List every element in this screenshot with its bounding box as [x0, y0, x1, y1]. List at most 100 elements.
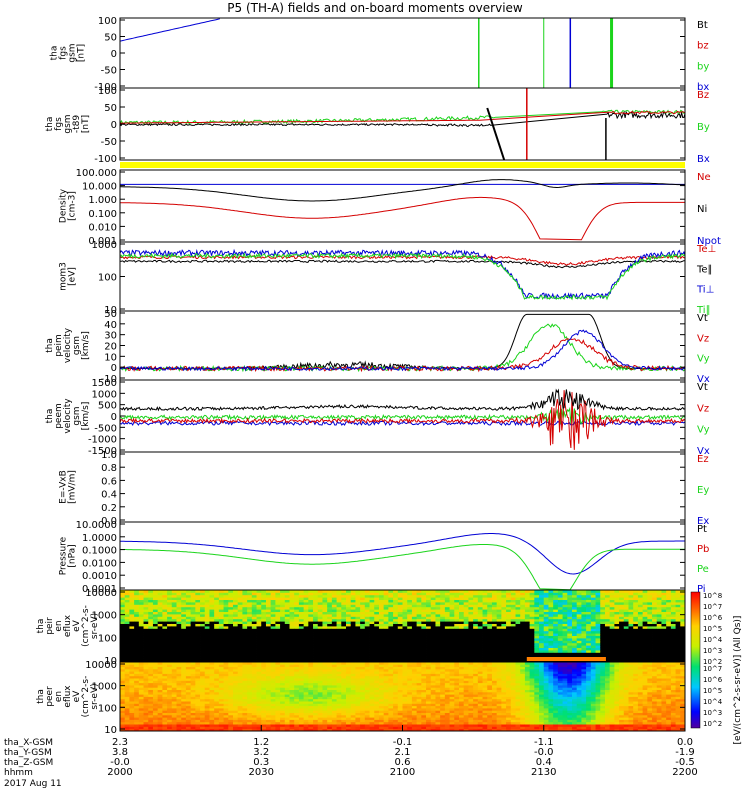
fgs-ytick-label: 100	[98, 16, 117, 27]
pressure-ytick-label: 0.0010	[82, 571, 117, 582]
fgs_t89-ytick-label: 100	[98, 86, 117, 97]
peim-ytick-label: 30	[104, 331, 117, 342]
efield-ytick-label: 1.0	[101, 450, 117, 461]
fgs-ylabel-line: fgs	[59, 46, 69, 60]
peer-ytick-label: 10	[104, 725, 117, 736]
peem-ytick-label: 1500	[92, 378, 117, 389]
panel-density-frame	[119, 169, 686, 243]
xaxis-value: 0.0	[677, 737, 693, 748]
xaxis-row-label: tha_X-GSM	[4, 738, 53, 748]
efield-ylabel-line: E=-VxB	[59, 470, 69, 504]
pressure-ytick-label: 0.1000	[82, 546, 117, 557]
xaxis-row-label: tha_Z-GSM	[4, 758, 53, 768]
peem-ylabel-line: [km/s]	[81, 402, 91, 431]
peer-ylabel-line: eflux	[63, 685, 73, 708]
peir-ytick-label: 1000	[92, 611, 117, 622]
peem-ylabel-line: peem	[54, 403, 64, 429]
peem-legend-Vz: Vz	[697, 403, 709, 414]
fgs-ytick-label: 50	[104, 33, 117, 44]
density-ytick-label: 100.000	[76, 168, 117, 179]
fgs-ytick-label: -100	[94, 82, 117, 93]
peim-ytick-label: 0	[111, 363, 117, 374]
peer-ylabel-line: en	[54, 691, 64, 702]
panel-peer: 10000 1000 100 10 tha peer en eflux eV (cm^2-s-sr…	[36, 660, 686, 736]
efield-ytick-label: 0.6	[101, 476, 117, 487]
fgs_t89-ylabel-line: fgs	[54, 117, 64, 131]
density-ylabel: Density [cm-3]	[59, 188, 78, 223]
peem-vx-trace	[119, 420, 686, 427]
peem-ytick-label: -1500	[88, 446, 117, 457]
temperature-legend-Te∥: Te∥	[696, 264, 713, 275]
peer-ylabel-line: sr-eV)	[90, 683, 100, 709]
peer-ytick-label: 1000	[92, 682, 117, 693]
colorbar-gradient	[690, 591, 701, 729]
density-ylabel-line: [cm-3]	[68, 191, 78, 221]
fgs-ylabel-line: gsm	[68, 43, 78, 62]
efield-ytick-label: 0.2	[101, 503, 117, 514]
xaxis-value: 2200	[672, 767, 697, 778]
xaxis-value: 0.4	[536, 757, 552, 768]
colorbar-tick-bottom: 10^7	[703, 665, 722, 673]
peir-ytick-label: 10	[104, 656, 117, 667]
fgs-t89-bz-trace	[120, 110, 686, 124]
fgs_t89-legend-Bz: Bz	[697, 90, 709, 101]
fgs-ytick-label: 0	[111, 49, 117, 60]
peim-ylabel-line: tha	[45, 338, 55, 353]
peim-legend-Vx: Vx	[697, 374, 710, 385]
efield-ylabel-line: [mV/m]	[68, 470, 78, 504]
fgs_t89-ytick-label: 0	[111, 120, 117, 131]
xaxis-value: 2100	[390, 767, 415, 778]
temperature-ytick-label: 10	[104, 305, 117, 316]
efield-ytick-label: 0.0	[101, 516, 117, 527]
xaxis-value: 2130	[531, 767, 556, 778]
panel-temperature-frame	[119, 241, 686, 312]
peim-ylabel-line: peim	[54, 334, 64, 357]
colorbar-tick-top: 10^5	[703, 625, 722, 633]
fgs_t89-legend-Bx: Bx	[697, 154, 710, 165]
time-axis: tha_X-GSM 2.3 1.2 -0.1 -1.1 0.0 tha_Y-GSM 3.8 3.…	[4, 725, 698, 789]
peir-ytick-label: 100	[98, 633, 117, 644]
panel-pressure: 10.0000 1.0000 0.10000.0100 0.0010 0.0001 Pre…	[59, 520, 710, 595]
xaxis-value: 3.8	[112, 747, 128, 758]
panel-density: 100.000 10.000 1.000 0.100 0.010 0.001 Density…	[59, 168, 721, 247]
peir-ylabel: tha peir en eflux eV (cm^2-s-sr-eV)	[36, 605, 100, 647]
colorbar-tick-top: 10^3	[703, 647, 722, 655]
peem-ytick-label: 0	[111, 412, 117, 423]
peem-ytick-label: -500	[94, 423, 117, 434]
panel-fgs_t89: 100 50 0 -50 -100 tha fgs gsm -t89 [nT] Bz By Bx	[45, 86, 710, 168]
peer-ylabel-line: tha	[36, 689, 46, 704]
xaxis-value: -1.9	[675, 747, 695, 758]
temperature-ytick-label: 100	[98, 273, 117, 284]
fgs-legend-bx: bx	[697, 82, 709, 93]
pressure-pi-trace	[120, 533, 685, 575]
panel-fgs-frame	[119, 17, 686, 89]
pressure-ytick-label: 0.0001	[82, 584, 117, 595]
peer-spectrogram	[120, 662, 686, 732]
peir-ytick-label: 10000	[85, 588, 117, 599]
peim-vz-trace	[119, 338, 686, 373]
peem-vt-trace	[119, 388, 686, 412]
density-ytick-label: 0.001	[88, 236, 117, 247]
fgs-t89-bt-trace	[119, 110, 686, 128]
pressure-ytick-label: 1.0000	[82, 533, 117, 544]
peir-ylabel-line: (cm^2-s-	[81, 605, 91, 647]
xaxis-date: 2017 Aug 11	[4, 779, 62, 789]
peem-ytick-label: -1000	[88, 435, 117, 446]
xaxis-value: -0.0	[534, 747, 554, 758]
peim-legend-Vz: Vz	[697, 333, 709, 344]
panel-efield: 1.0 0.8 0.6 0.4 0.2 0.0 E=-VxB [mV/m] Ez Ey Ex	[59, 450, 710, 527]
xaxis-value: 2.3	[112, 737, 128, 748]
efield-ytick-label: 0.8	[101, 463, 117, 474]
xaxis-value: 0.6	[395, 757, 411, 768]
density-legend-Ni: Ni	[697, 204, 707, 215]
peim-legend-Vt: Vt	[697, 313, 708, 324]
colorbar-label: [eV/(cm^2-s-sr-eV)] (All Qs)]	[733, 616, 743, 745]
density-ytick-label: 1.000	[88, 195, 117, 206]
xaxis-value: -0.1	[393, 737, 413, 748]
peir-low-energy-band	[526, 657, 606, 661]
peem-ylabel-line: velocity	[63, 398, 73, 434]
peir-ylabel-line: peir	[45, 617, 55, 635]
fgs_t89-ylabel-line: gsm	[63, 114, 73, 133]
peim-ylabel-line: velocity	[63, 327, 73, 363]
fgs_t89-ytick-label: -50	[101, 137, 117, 148]
